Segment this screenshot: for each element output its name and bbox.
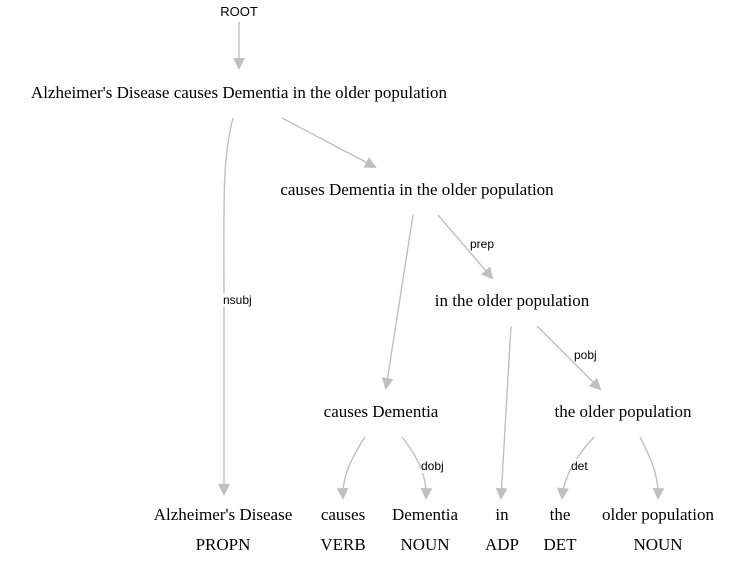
pos-tag-older-population: NOUN: [633, 535, 683, 554]
pos-tag-dementia: NOUN: [400, 535, 450, 554]
token-older-population: older population: [602, 505, 714, 524]
node-vp-inner: causes Dementia: [323, 402, 439, 421]
pos-tag-in: ADP: [484, 535, 520, 554]
pos-tag-alzheimers-disease: PROPN: [195, 535, 251, 554]
token-causes: causes: [320, 505, 366, 524]
pos-tag-causes: VERB: [320, 535, 366, 554]
pos-tag-the: DET: [543, 535, 577, 554]
edge-label-prep: prep: [470, 237, 495, 251]
node-sentence: Alzheimer's Disease causes Dementia in t…: [30, 83, 448, 102]
edge-vp-inner-to-causes: [336, 436, 366, 500]
edge-label-nsubj: nsubj: [223, 293, 252, 307]
edge-label-pobj: pobj: [574, 348, 597, 362]
edge-sentence-to-subject: [218, 117, 234, 496]
edge-label-det: det: [571, 459, 588, 473]
edge-np-to-older-population: [639, 436, 665, 500]
root-label: ROOT: [220, 4, 258, 19]
edge-sentence-to-vp: [281, 117, 377, 168]
edge-vp-to-pp: [437, 214, 494, 280]
token-dementia: Dementia: [391, 505, 459, 524]
edge-vp-to-vp-inner: [381, 214, 414, 390]
token-alzheimers-disease: Alzheimer's Disease: [153, 505, 293, 524]
node-pp: in the older population: [434, 291, 590, 310]
edge-pp-to-np: [536, 325, 602, 391]
node-vp: causes Dementia in the older population: [280, 180, 554, 199]
edge-pp-to-in: [495, 325, 512, 500]
node-np: the older population: [554, 402, 692, 421]
token-in: in: [495, 505, 509, 524]
edge-label-dobj: dobj: [421, 459, 444, 473]
token-the: the: [549, 505, 571, 524]
